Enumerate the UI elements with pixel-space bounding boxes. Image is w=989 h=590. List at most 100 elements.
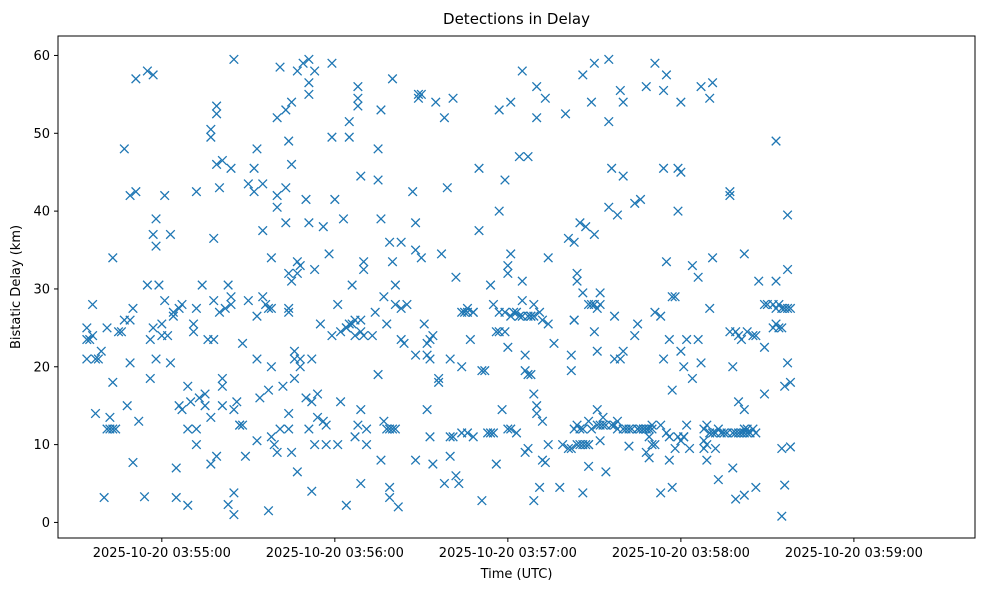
- data-point: [658, 354, 669, 364]
- data-point: [206, 124, 216, 135]
- data-point: [439, 112, 450, 123]
- data-point: [266, 362, 277, 372]
- data-point: [687, 373, 698, 384]
- data-point: [309, 264, 320, 275]
- data-point: [514, 311, 525, 321]
- data-point: [782, 210, 793, 220]
- data-point: [312, 389, 323, 399]
- data-point: [263, 303, 274, 314]
- data-point: [165, 229, 176, 240]
- data-point: [416, 89, 427, 100]
- data-point: [505, 424, 516, 434]
- data-point: [341, 500, 352, 511]
- data-point: [217, 373, 228, 384]
- data-point: [505, 249, 516, 259]
- data-point: [376, 455, 386, 465]
- data-point: [304, 77, 314, 88]
- data-point: [252, 435, 262, 446]
- data-point: [353, 93, 363, 104]
- data-point: [578, 70, 588, 80]
- data-point: [589, 58, 600, 68]
- data-point: [433, 377, 444, 388]
- data-point: [462, 428, 473, 438]
- data-point: [529, 389, 539, 399]
- data-point: [526, 311, 536, 321]
- data-point: [540, 93, 551, 104]
- data-point: [563, 443, 574, 454]
- data-point: [312, 412, 323, 423]
- data-point: [289, 346, 300, 356]
- data-point: [583, 439, 594, 450]
- data-point: [84, 334, 95, 345]
- data-point: [733, 330, 744, 341]
- data-point: [566, 443, 577, 454]
- data-point: [356, 404, 366, 415]
- data-point: [361, 439, 372, 450]
- data-point: [451, 470, 461, 481]
- data-point: [465, 334, 476, 345]
- data-point: [344, 116, 355, 127]
- data-point: [379, 291, 389, 302]
- data-point: [445, 354, 455, 364]
- data-point: [188, 319, 199, 329]
- data-point: [586, 97, 597, 107]
- data-point: [332, 299, 343, 310]
- data-point: [321, 420, 331, 430]
- data-point: [687, 260, 698, 271]
- data-point: [358, 330, 369, 341]
- data-point: [281, 218, 291, 228]
- data-point: [206, 459, 216, 469]
- data-point: [185, 397, 196, 407]
- data-point: [148, 323, 158, 333]
- data-point: [505, 97, 516, 107]
- data-point: [381, 319, 392, 329]
- data-point: [480, 365, 490, 376]
- x-tick-label: 2025-10-20 03:59:00: [785, 546, 923, 561]
- data-point: [520, 350, 530, 360]
- data-point: [699, 435, 709, 446]
- data-point: [753, 276, 764, 286]
- data-point: [560, 109, 571, 119]
- data-point: [713, 424, 724, 434]
- data-point: [200, 389, 210, 399]
- data-point: [549, 338, 559, 349]
- data-point: [257, 179, 268, 189]
- data-point: [356, 171, 366, 181]
- data-point: [589, 326, 600, 337]
- data-point: [410, 350, 421, 360]
- data-point: [183, 381, 193, 391]
- data-point: [272, 447, 282, 458]
- data-point: [759, 299, 770, 310]
- data-point: [566, 350, 577, 360]
- data-point: [575, 424, 585, 434]
- data-point: [595, 435, 605, 446]
- data-point: [604, 54, 614, 65]
- data-point: [569, 237, 579, 248]
- data-point: [281, 105, 291, 115]
- data-point: [223, 499, 233, 510]
- data-point: [563, 233, 574, 244]
- data-point: [462, 303, 473, 314]
- data-point: [197, 280, 207, 290]
- data-point: [456, 362, 467, 372]
- data-point: [87, 299, 98, 310]
- data-point: [208, 233, 219, 244]
- data-point: [710, 443, 721, 454]
- data-point: [283, 307, 294, 318]
- data-point: [272, 190, 282, 201]
- data-point: [543, 439, 553, 450]
- data-point: [327, 132, 337, 142]
- data-point: [586, 424, 597, 434]
- data-point: [609, 420, 620, 430]
- data-point: [719, 428, 729, 438]
- data-point: [358, 256, 369, 267]
- data-point: [497, 404, 507, 415]
- data-point: [531, 400, 542, 411]
- data-point: [693, 334, 703, 345]
- data-point: [748, 424, 758, 434]
- data-point: [739, 424, 750, 434]
- data-point: [332, 439, 343, 450]
- data-point: [266, 303, 277, 314]
- data-point: [777, 511, 787, 521]
- data-point: [474, 225, 484, 236]
